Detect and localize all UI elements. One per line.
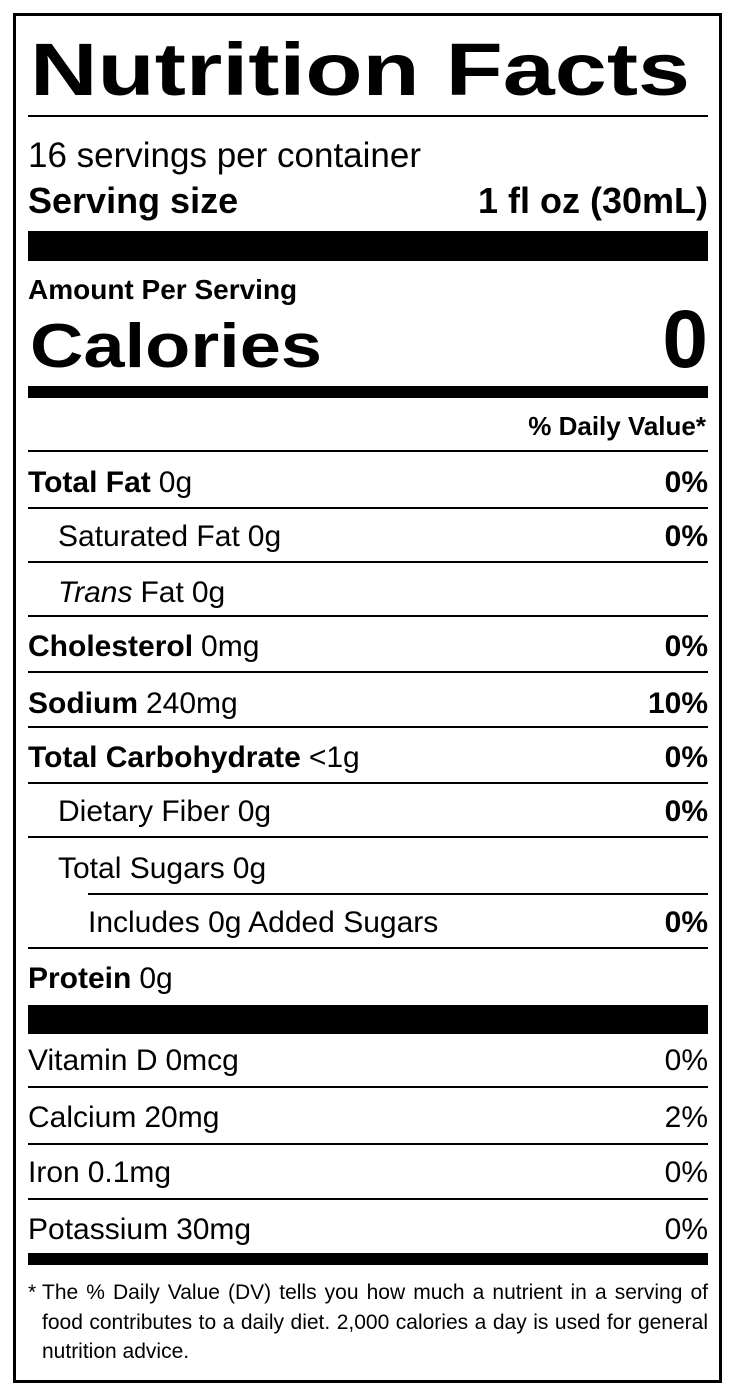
nutrient-name-italic: Trans (58, 576, 132, 609)
nutrient-amount: 0g (139, 962, 172, 995)
serving-size-value: 1 fl oz (30mL) (478, 180, 708, 221)
nutrient-amount: <1g (309, 741, 360, 774)
nutrient-row: Vitamin D 0mcg (28, 1044, 239, 1077)
rule (28, 1086, 708, 1088)
serving-size-label: Serving size (28, 180, 238, 221)
nutrient-row: Total Fat 0g (28, 466, 192, 499)
rule (28, 671, 708, 673)
nutrient-name: Iron (28, 1156, 80, 1189)
nutrient-amount: 0g (233, 852, 266, 885)
rule (28, 615, 708, 617)
nutrient-name: Calcium (28, 1101, 136, 1134)
label-border (13, 13, 722, 1383)
nutrient-row: Total Carbohydrate <1g (28, 741, 360, 774)
rule (28, 1143, 708, 1145)
daily-value: 0% (665, 630, 708, 663)
nutrient-name: Vitamin D (28, 1044, 158, 1077)
nutrient-name: Saturated Fat (58, 520, 240, 553)
medium-bar (28, 386, 708, 398)
footnote: * The % Daily Value (DV) tells you how mu… (28, 1278, 708, 1367)
rule (28, 836, 708, 838)
daily-value: 0% (665, 1213, 708, 1246)
medium-bar (28, 1253, 708, 1265)
rule (28, 507, 708, 509)
nutrient-row: Trans Fat 0g (58, 576, 225, 609)
nutrient-amount: 20mg (144, 1101, 219, 1134)
nutrient-amount: 0mcg (166, 1044, 239, 1077)
nutrient-name: Protein (28, 962, 131, 995)
nutrient-amount: 0g (248, 520, 281, 553)
amount-per-serving: Amount Per Serving (28, 274, 297, 305)
daily-value: 0% (665, 1044, 708, 1077)
daily-value-header: % Daily Value* (528, 411, 707, 441)
rule (28, 561, 708, 563)
nutrient-row: Sodium 240mg (28, 687, 238, 720)
nutrient-amount: 0mg (201, 630, 259, 663)
rule (28, 947, 708, 949)
daily-value: 0% (665, 1156, 708, 1189)
rule (28, 726, 708, 728)
daily-value: 0% (665, 520, 708, 553)
nutrient-amount: 0g (238, 795, 271, 828)
title: Nutrition Facts (30, 28, 690, 111)
rule (28, 1198, 708, 1200)
footnote-marker: * (28, 1281, 37, 1304)
daily-value: 0% (665, 795, 708, 828)
servings: 16 servings per container (28, 136, 421, 175)
nutrient-name: Fat (140, 576, 184, 609)
calories-label: Calories (30, 312, 322, 381)
nutrient-amount: 0g (159, 466, 192, 499)
rule (28, 115, 708, 117)
daily-value: 0% (665, 906, 708, 939)
nutrient-row: Total Sugars 0g (58, 852, 266, 885)
nutrient-row: Iron 0.1mg (28, 1156, 171, 1189)
nutrient-name: Dietary Fiber (58, 795, 230, 828)
calories-value: 0 (662, 294, 708, 385)
nutrient-row: Protein 0g (28, 962, 173, 995)
nutrient-name: Total Carbohydrate (28, 741, 301, 774)
nutrient-amount: 30mg (176, 1213, 251, 1246)
nutrient-row: Includes 0g Added Sugars (88, 906, 438, 939)
nutrient-name: Includes 0g Added Sugars (88, 906, 438, 939)
daily-value: 0% (665, 466, 708, 499)
thick-bar (28, 1005, 708, 1034)
nutrient-name: Potassium (28, 1213, 168, 1246)
daily-value: 10% (648, 687, 708, 720)
nutrient-name: Total Fat (28, 466, 151, 499)
nutrient-amount: 0g (192, 576, 225, 609)
thick-bar (28, 231, 708, 261)
daily-value: 2% (665, 1101, 708, 1134)
nutrient-row: Potassium 30mg (28, 1213, 251, 1246)
nutrient-row: Cholesterol 0mg (28, 630, 259, 663)
footnote-text: The % Daily Value (DV) tells you how muc… (42, 1281, 708, 1363)
nutrient-row: Calcium 20mg (28, 1101, 219, 1134)
nutrient-name: Cholesterol (28, 630, 193, 663)
nutrient-name: Sodium (28, 687, 138, 720)
nutrient-amount: 240mg (146, 687, 238, 720)
nutrient-row: Dietary Fiber 0g (58, 795, 271, 828)
rule (28, 782, 708, 784)
daily-value: 0% (665, 741, 708, 774)
nutrient-row: Saturated Fat 0g (58, 520, 281, 553)
nutrient-amount: 0.1mg (88, 1156, 171, 1189)
nutrient-name: Total Sugars (58, 852, 225, 885)
rule (28, 450, 708, 452)
rule (88, 893, 708, 895)
